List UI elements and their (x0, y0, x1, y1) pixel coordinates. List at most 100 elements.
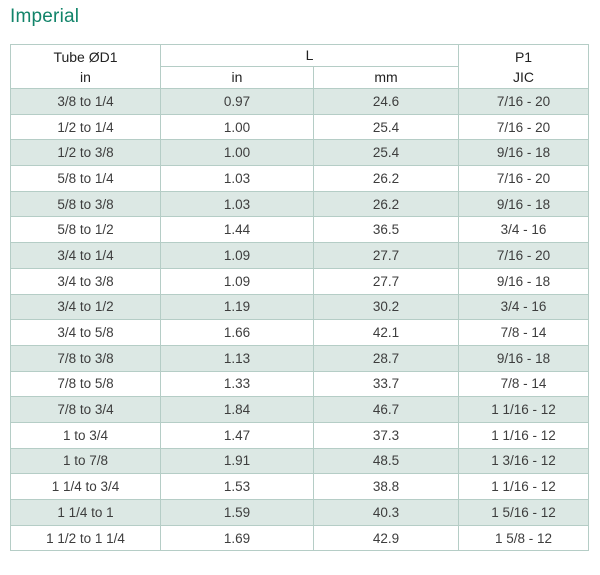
cell-l-in: 1.19 (160, 293, 314, 321)
cell-l-mm: 42.1 (312, 319, 460, 346)
cell-tube-size: 1 1/2 to 1 1/4 (10, 524, 161, 552)
cell-p1-jic: 1 1/16 - 12 (458, 421, 590, 449)
cell-l-mm: 37.3 (312, 421, 460, 449)
table-row: 1/2 to 3/8 1.00 25.4 9/16 - 18 (10, 139, 590, 167)
cell-tube-size: 5/8 to 1/2 (10, 216, 161, 244)
cell-tube-size: 5/8 to 3/8 (10, 190, 161, 218)
cell-l-in: 1.03 (160, 190, 314, 218)
cell-tube-size: 7/8 to 3/4 (10, 396, 161, 423)
cell-p1-jic: 1 1/16 - 12 (458, 473, 590, 500)
cell-l-in: 1.91 (160, 447, 314, 475)
cell-l-in: 1.00 (160, 113, 314, 141)
cell-tube-size: 1 1/4 to 3/4 (10, 473, 161, 500)
cell-tube-size: 1/2 to 3/8 (10, 139, 161, 167)
cell-p1-jic: 7/16 - 20 (458, 242, 590, 269)
table-row: 1/2 to 1/4 1.00 25.4 7/16 - 20 (10, 113, 590, 141)
table-row: 1 1/4 to 3/4 1.53 38.8 1 1/16 - 12 (10, 473, 590, 500)
cell-p1-jic: 7/16 - 20 (458, 88, 590, 115)
cell-l-mm: 27.7 (312, 267, 460, 295)
cell-l-in: 1.84 (160, 396, 314, 423)
table-row: 3/4 to 3/8 1.09 27.7 9/16 - 18 (10, 267, 590, 295)
column-header-tube-od1-label: Tube ØD1 (53, 48, 118, 65)
cell-p1-jic: 9/16 - 18 (458, 344, 590, 372)
cell-l-mm: 36.5 (312, 216, 460, 244)
table-header-row-2: in mm (11, 66, 589, 89)
cell-p1-jic: 9/16 - 18 (458, 267, 590, 295)
cell-tube-size: 3/4 to 1/2 (10, 293, 161, 321)
cell-l-in: 1.13 (160, 344, 314, 372)
table-row: 5/8 to 3/8 1.03 26.2 9/16 - 18 (10, 190, 590, 218)
table-row: 3/8 to 1/4 0.97 24.6 7/16 - 20 (10, 88, 590, 115)
cell-tube-size: 3/8 to 1/4 (10, 88, 161, 115)
cell-p1-jic: 1 5/16 - 12 (458, 499, 590, 526)
cell-p1-jic: 9/16 - 18 (458, 139, 590, 167)
table-row: 1 1/4 to 1 1.59 40.3 1 5/16 - 12 (10, 499, 590, 526)
cell-l-in: 1.09 (160, 242, 314, 269)
table-row: 7/8 to 3/4 1.84 46.7 1 1/16 - 12 (10, 396, 590, 423)
cell-l-mm: 33.7 (312, 370, 460, 398)
cell-l-in: 1.00 (160, 139, 314, 167)
cell-l-in: 1.47 (160, 421, 314, 449)
cell-tube-size: 3/4 to 1/4 (10, 242, 161, 269)
table-header: Tube ØD1 in L P1 JIC in mm (10, 44, 590, 89)
cell-l-in: 1.59 (160, 499, 314, 526)
cell-l-mm: 40.3 (312, 499, 460, 526)
cell-p1-jic: 3/4 - 16 (458, 293, 590, 321)
cell-p1-jic: 1 3/16 - 12 (458, 447, 590, 475)
cell-p1-jic: 7/16 - 20 (458, 165, 590, 192)
cell-l-in: 1.53 (160, 473, 314, 500)
cell-l-mm: 24.6 (312, 88, 460, 115)
cell-l-in: 1.66 (160, 319, 314, 346)
column-header-p1-label: P1 (514, 48, 533, 65)
page-title: Imperial (10, 6, 80, 27)
cell-tube-size: 7/8 to 5/8 (10, 370, 161, 398)
cell-l-mm: 46.7 (312, 396, 460, 423)
cell-p1-jic: 9/16 - 18 (458, 190, 590, 218)
table-row: 7/8 to 5/8 1.33 33.7 7/8 - 14 (10, 370, 590, 398)
column-header-tube-od1: Tube ØD1 in (10, 44, 161, 89)
cell-p1-jic: 3/4 - 16 (458, 216, 590, 244)
column-header-l-in: in (160, 66, 314, 89)
cell-l-mm: 48.5 (312, 447, 460, 475)
table-row: 3/4 to 1/2 1.19 30.2 3/4 - 16 (10, 293, 590, 321)
table-row: 7/8 to 3/8 1.13 28.7 9/16 - 18 (10, 344, 590, 372)
cell-l-mm: 26.2 (312, 165, 460, 192)
table-row: 5/8 to 1/4 1.03 26.2 7/16 - 20 (10, 165, 590, 192)
table-row: 1 to 3/4 1.47 37.3 1 1/16 - 12 (10, 421, 590, 449)
cell-l-mm: 27.7 (312, 242, 460, 269)
cell-l-mm: 25.4 (312, 113, 460, 141)
cell-tube-size: 3/4 to 5/8 (10, 319, 161, 346)
column-header-p1: P1 JIC (458, 44, 590, 89)
cell-l-mm: 30.2 (312, 293, 460, 321)
cell-l-in: 0.97 (160, 88, 314, 115)
table-row: 5/8 to 1/2 1.44 36.5 3/4 - 16 (10, 216, 590, 244)
column-header-p1-unit: JIC (513, 68, 535, 85)
cell-l-in: 1.69 (160, 524, 314, 552)
cell-l-in: 1.44 (160, 216, 314, 244)
cell-tube-size: 3/4 to 3/8 (10, 267, 161, 295)
cell-p1-jic: 1 1/16 - 12 (458, 396, 590, 423)
cell-tube-size: 1 1/4 to 1 (10, 499, 161, 526)
cell-l-mm: 26.2 (312, 190, 460, 218)
cell-p1-jic: 7/16 - 20 (458, 113, 590, 141)
table-row: 3/4 to 1/4 1.09 27.7 7/16 - 20 (10, 242, 590, 269)
column-header-l-group: L (159, 44, 460, 67)
cell-p1-jic: 1 5/8 - 12 (458, 524, 590, 552)
cell-l-in: 1.03 (160, 165, 314, 192)
imperial-spec-table: Tube ØD1 in L P1 JIC in mm 3/8 to 1/4 0.… (10, 44, 590, 552)
cell-tube-size: 7/8 to 3/8 (10, 344, 161, 372)
cell-l-mm: 28.7 (312, 344, 460, 372)
cell-p1-jic: 7/8 - 14 (458, 370, 590, 398)
cell-l-mm: 38.8 (312, 473, 460, 500)
cell-l-in: 1.09 (160, 267, 314, 295)
cell-l-mm: 42.9 (312, 524, 460, 552)
cell-tube-size: 1 to 7/8 (10, 447, 161, 475)
table-header-row-1: Tube ØD1 in L P1 JIC (10, 44, 590, 89)
cell-l-in: 1.33 (160, 370, 314, 398)
table-row: 3/4 to 5/8 1.66 42.1 7/8 - 14 (10, 319, 590, 346)
cell-l-mm: 25.4 (312, 139, 460, 167)
column-header-tube-od1-unit: in (80, 68, 91, 85)
cell-tube-size: 1/2 to 1/4 (10, 113, 161, 141)
cell-tube-size: 1 to 3/4 (10, 421, 161, 449)
